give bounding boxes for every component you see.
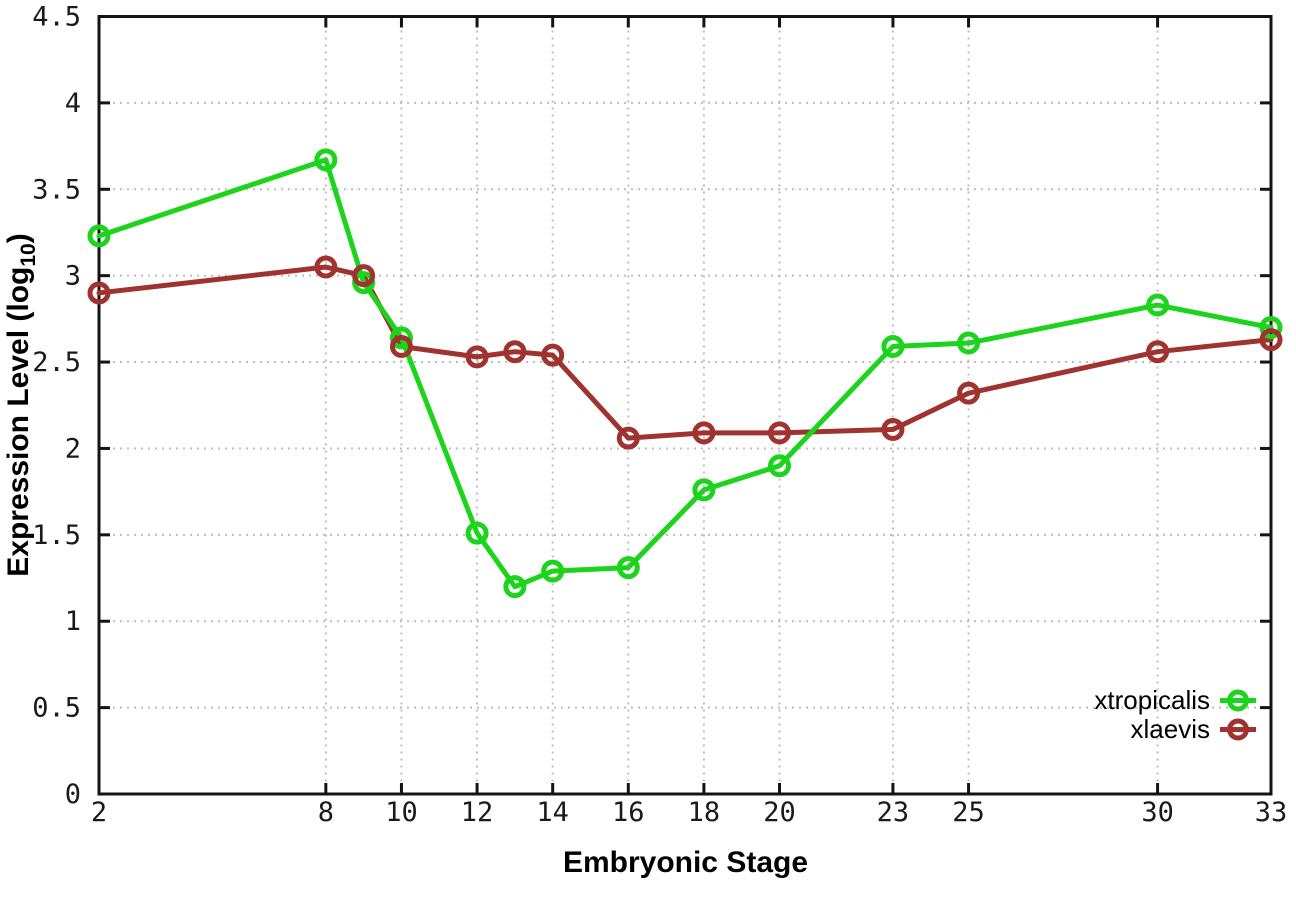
x-axis-title: Embryonic Stage <box>562 846 809 879</box>
x-tick-label: 10 <box>385 797 418 828</box>
legend-sample-point <box>1227 689 1249 712</box>
data-point-xtropicalis <box>389 326 413 350</box>
data-point-xtropicalis <box>957 331 981 355</box>
legend: xtropicalis xlaevis <box>1094 685 1256 744</box>
data-point-xtropicalis <box>1259 316 1283 339</box>
data-point-xlaevis <box>314 255 338 279</box>
y-tick-label: 0.5 <box>32 693 81 724</box>
plot-border <box>97 15 1273 796</box>
x-tick-label: 33 <box>1255 797 1288 828</box>
data-point-xlaevis <box>1146 340 1170 364</box>
x-tick-label: 16 <box>612 797 645 828</box>
y-axis-title-subscript: 10 <box>17 243 40 267</box>
data-point-xtropicalis <box>768 454 792 478</box>
data-point-xlaevis <box>692 421 716 445</box>
data-point-xtropicalis <box>503 575 527 599</box>
data-point-xtropicalis <box>616 556 640 580</box>
x-tick-label: 23 <box>877 797 910 828</box>
y-tick-label: 2.5 <box>32 347 81 378</box>
data-point-xlaevis <box>957 381 981 405</box>
y-axis-title-text: Expression Level (log <box>2 266 35 577</box>
data-point-xlaevis <box>503 340 527 364</box>
data-point-xtropicalis <box>692 478 716 502</box>
data-point-xtropicalis <box>881 335 905 359</box>
data-point-xlaevis <box>352 264 376 288</box>
x-tick-label: 2 <box>91 797 107 828</box>
data-point-xlaevis <box>768 421 792 445</box>
legend-item-xlaevis: xlaevis <box>1094 714 1256 744</box>
x-tick-label: 25 <box>952 797 985 828</box>
data-point-xlaevis <box>541 343 565 367</box>
legend-item-xtropicalis: xtropicalis <box>1094 685 1256 715</box>
data-point-xlaevis <box>616 426 640 450</box>
series-line-xtropicalis <box>96 157 1274 590</box>
data-point-xtropicalis <box>465 521 489 545</box>
y-tick-label: 0 <box>65 779 81 810</box>
series-line-xlaevis <box>96 264 1274 441</box>
y-axis-title-close: ) <box>2 233 35 244</box>
legend-label: xlaevis <box>1130 714 1210 744</box>
x-tick-label: 30 <box>1141 797 1174 828</box>
data-point-xlaevis <box>465 345 489 369</box>
y-tick-label: 3 <box>65 261 81 292</box>
y-tick-label: 4.5 <box>32 2 81 33</box>
y-axis-title: Expression Level (log10) <box>2 233 40 577</box>
x-tick-label: 12 <box>461 797 494 828</box>
y-tick-label: 1.5 <box>32 520 81 551</box>
y-tick-label: 2 <box>65 433 81 464</box>
legend-label: xtropicalis <box>1094 685 1210 715</box>
legend-marker-icon <box>1220 689 1256 712</box>
data-point-xlaevis <box>87 281 111 305</box>
y-tick-label: 1 <box>65 606 81 637</box>
data-point-xlaevis <box>881 417 905 441</box>
x-tick-label: 8 <box>318 797 334 828</box>
data-point-xtropicalis <box>541 559 565 583</box>
data-point-xlaevis <box>1259 328 1283 352</box>
legend-marker-icon <box>1220 718 1256 741</box>
x-tick-label: 20 <box>763 797 796 828</box>
data-point-xtropicalis <box>87 224 111 248</box>
data-point-xtropicalis <box>1146 293 1170 317</box>
legend-sample-point <box>1227 718 1249 741</box>
y-tick-label: 3.5 <box>32 174 81 205</box>
data-point-xtropicalis <box>314 148 338 172</box>
x-tick-label: 14 <box>536 797 569 828</box>
x-tick-label: 18 <box>688 797 721 828</box>
data-point-xlaevis <box>389 335 413 359</box>
y-tick-label: 4 <box>65 88 81 119</box>
